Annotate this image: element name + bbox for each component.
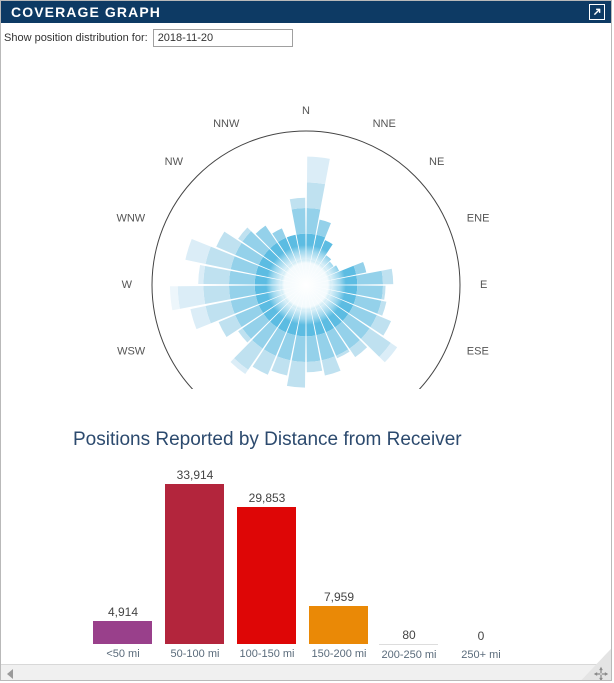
svg-text:WSW: WSW (117, 346, 146, 358)
svg-text:NNE: NNE (373, 118, 396, 130)
svg-text:NNW: NNW (213, 118, 240, 130)
svg-text:NW: NW (165, 156, 184, 168)
svg-text:ESE: ESE (467, 346, 489, 358)
svg-text:E: E (480, 279, 487, 291)
svg-text:WNW: WNW (116, 212, 145, 224)
svg-text:NE: NE (429, 156, 444, 168)
svg-text:W: W (122, 279, 133, 291)
svg-text:ENE: ENE (467, 212, 490, 224)
svg-text:N: N (302, 105, 310, 117)
